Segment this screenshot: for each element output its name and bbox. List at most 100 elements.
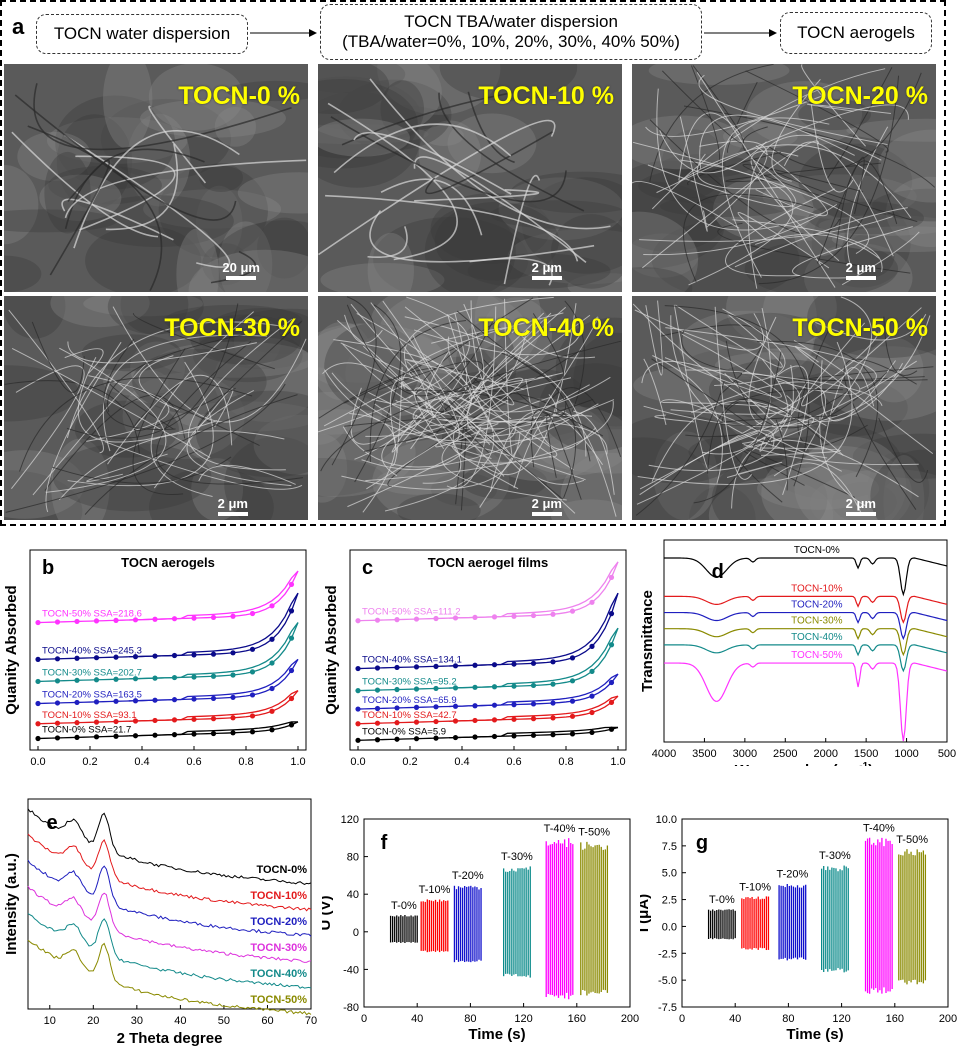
scale-bar-line	[531, 512, 562, 516]
sem-fiber	[198, 464, 296, 485]
sem-fiber	[27, 125, 163, 291]
series-label: TOCN-0%	[794, 545, 840, 556]
sem-fiber	[820, 360, 896, 422]
x-axis-label: Time (s)	[468, 1026, 525, 1043]
sem-fiber	[186, 390, 292, 487]
sem-image-0: TOCN-0 % 20 μm	[4, 64, 308, 292]
sem-fiber	[374, 300, 460, 444]
sem-shade	[55, 95, 175, 190]
xrd-pattern-line	[27, 808, 312, 885]
sem-fiber	[8, 309, 104, 454]
sem-fiber	[403, 296, 554, 380]
y-tick-label: 5.0	[662, 868, 677, 880]
sem-shade	[253, 414, 308, 475]
isotherm-marker	[413, 616, 420, 622]
sem-fiber	[699, 140, 768, 228]
sem-fiber	[815, 313, 927, 341]
sem-shade	[567, 273, 622, 292]
isotherm-marker	[550, 715, 556, 721]
sem-shade	[202, 243, 250, 286]
sem-shade	[130, 341, 186, 394]
sem-fiber	[529, 387, 622, 457]
sem-shade	[226, 80, 308, 102]
sem-shade	[44, 151, 91, 234]
sem-shade	[127, 113, 191, 207]
isotherm-marker	[608, 574, 615, 580]
y-tick-label: 10.0	[656, 815, 677, 826]
isotherm-marker	[54, 735, 61, 741]
sem-fiber	[150, 311, 254, 497]
sem-fiber	[734, 207, 908, 268]
isotherm-marker	[191, 696, 197, 702]
sem-shade	[195, 185, 243, 261]
isotherm-marker	[511, 733, 517, 739]
isotherm-marker	[491, 702, 498, 708]
sem-fiber	[639, 216, 893, 242]
sem-fiber	[427, 389, 591, 462]
isotherm-marker	[74, 677, 80, 683]
isotherm-marker	[191, 652, 197, 658]
isotherm-marker	[230, 715, 236, 721]
sem-fiber	[564, 300, 585, 412]
sem-shade	[4, 255, 42, 292]
sem-shade	[633, 366, 755, 405]
isotherm-marker	[152, 616, 158, 622]
isotherm-marker	[374, 720, 381, 726]
sem-fiber	[369, 210, 595, 263]
sem-shade	[367, 232, 414, 292]
x-tick-label: 200	[621, 1013, 639, 1025]
sem-fiber	[11, 365, 85, 490]
isotherm-marker	[74, 699, 80, 706]
isotherm-marker	[35, 700, 41, 707]
sem-fiber	[801, 307, 922, 407]
sem-fiber	[755, 145, 829, 217]
sem-fiber	[843, 358, 917, 510]
sem-fiber	[31, 321, 85, 393]
series-label: TOCN-30% SSA=202.7	[42, 667, 142, 678]
x-tick-label: 80	[464, 1013, 476, 1025]
isotherm-desorption-line	[448, 627, 619, 689]
isotherm-desorption-line	[128, 592, 299, 658]
isotherm-marker	[93, 699, 100, 705]
x-tick-label: 120	[514, 1013, 532, 1025]
sem-shade	[441, 412, 577, 461]
sem-fiber	[794, 346, 934, 455]
sem-shade	[46, 117, 188, 164]
sem-fiber	[641, 360, 827, 427]
plot-frame	[363, 818, 631, 1008]
sem-shade	[510, 171, 622, 214]
sem-fiber	[354, 304, 402, 483]
sem-shade	[762, 174, 917, 219]
flow-step-2: TOCN TBA/water dispersion (TBA/water=0%,…	[320, 4, 702, 60]
sem-fiber	[737, 212, 830, 269]
isotherm-marker	[35, 735, 41, 742]
sem-fiber	[380, 178, 483, 236]
series-label: TOCN-30%	[250, 942, 307, 954]
scale-bar-line	[845, 512, 876, 516]
xrd-pattern-line	[27, 833, 312, 912]
sem-fiber	[63, 134, 231, 268]
sem-fiber	[501, 352, 577, 499]
isotherm-marker	[191, 731, 197, 737]
sem-shade	[689, 485, 756, 520]
chart-g-current: 0 40 80 120 160 200 -7.5 -5.0 -2.5 0.0 2.5 5.0 7.5 10…	[640, 815, 957, 1043]
sem-fiber	[447, 314, 585, 485]
sem-fiber	[467, 91, 515, 164]
isotherm-marker	[433, 735, 439, 741]
sem-fiber	[732, 219, 883, 273]
scale-bar-label: 20 μm	[222, 260, 260, 275]
isotherm-marker	[589, 709, 595, 716]
isotherm-marker	[54, 619, 61, 625]
isotherm-marker	[152, 675, 158, 681]
series-label: TOCN-0% SSA=21.7	[42, 724, 131, 735]
sem-shade	[555, 317, 622, 417]
sem-fiber	[77, 356, 218, 443]
sem-fiber	[717, 222, 911, 274]
sem-fiber	[673, 304, 710, 472]
x-tick-label: 0.8	[558, 756, 573, 768]
isotherm-marker	[433, 685, 439, 692]
isotherm-marker	[230, 650, 236, 656]
isotherm-marker	[191, 674, 197, 680]
sem-fiber	[64, 348, 104, 374]
isotherm-marker	[452, 703, 459, 709]
